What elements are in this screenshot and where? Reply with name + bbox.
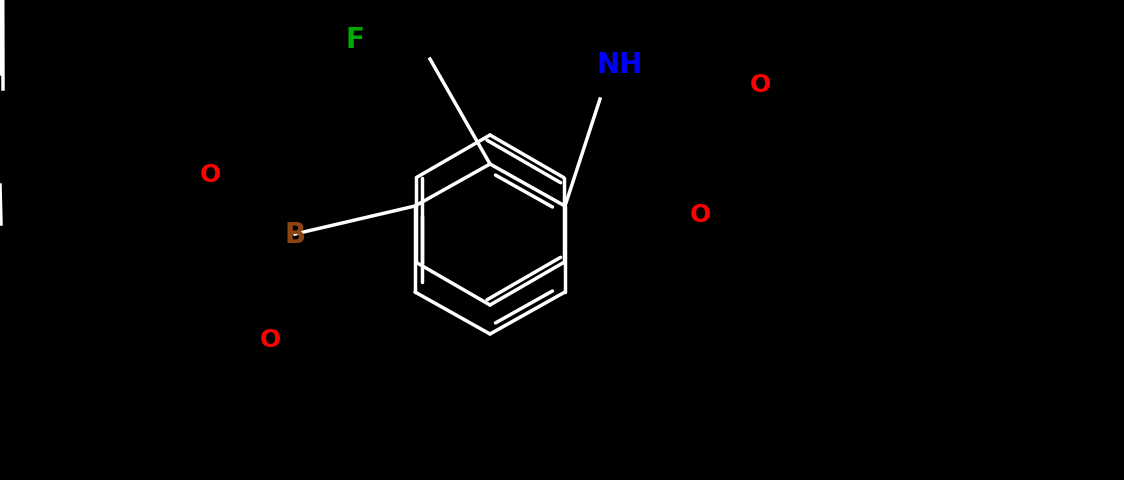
Text: F: F	[345, 26, 364, 54]
Text: NH: NH	[597, 51, 643, 79]
Text: O: O	[199, 163, 220, 187]
Text: O: O	[260, 327, 281, 351]
Text: O: O	[689, 203, 710, 227]
Text: O: O	[750, 73, 771, 97]
Text: B: B	[284, 220, 306, 249]
